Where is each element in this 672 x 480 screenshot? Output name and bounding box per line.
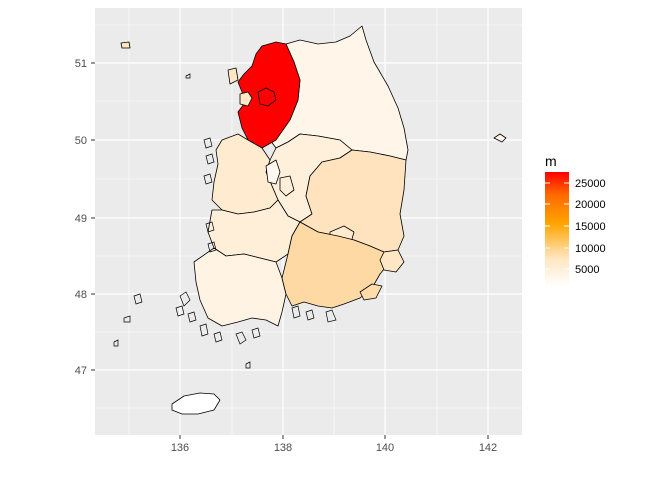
- island-ulleung: [493, 133, 507, 143]
- region-incheon-islands: [227, 67, 239, 85]
- x-tick-label-142: 142: [479, 442, 497, 454]
- axis-ticks: [91, 62, 489, 439]
- y-tick-label-51: 51: [75, 58, 87, 70]
- region-daejeon: [279, 175, 295, 197]
- legend-label-10000: 10000: [575, 243, 606, 255]
- island-cluster-far-west: [113, 73, 251, 369]
- region-ulsan: [379, 249, 405, 273]
- island-jeju: [171, 392, 221, 415]
- island-northwest: [120, 41, 131, 49]
- legend-label-25000: 25000: [575, 178, 606, 190]
- legend-label-20000: 20000: [575, 199, 606, 211]
- legend-title: m: [545, 153, 557, 169]
- y-tick-labels: 51 50 49 48 47: [75, 58, 87, 377]
- y-tick-label-47: 47: [75, 365, 87, 377]
- island-cluster-south-1: [175, 291, 223, 343]
- legend-label-15000: 15000: [575, 221, 606, 233]
- y-tick-label-49: 49: [75, 213, 87, 225]
- y-tick-label-48: 48: [75, 289, 87, 301]
- y-tick-label-50: 50: [75, 135, 87, 147]
- island-cluster-south-2: [235, 305, 337, 345]
- legend: m 25000 20000 15000 10000 5000: [545, 153, 606, 287]
- x-tick-label-140: 140: [376, 442, 394, 454]
- x-tick-label-136: 136: [171, 442, 189, 454]
- x-tick-labels: 136 138 140 142: [171, 442, 497, 454]
- legend-colorbar: [545, 172, 569, 287]
- region-busan: [359, 283, 383, 301]
- region-seoul: [257, 87, 277, 107]
- region-gyeongnam: [281, 221, 391, 309]
- region-jeonnam: [193, 247, 287, 327]
- x-tick-label-138: 138: [274, 442, 292, 454]
- legend-label-5000: 5000: [575, 264, 599, 276]
- region-sejong: [265, 159, 281, 185]
- region-incheon: [239, 91, 253, 107]
- regions: [193, 25, 409, 327]
- legend-ticks: [545, 182, 569, 270]
- island-cluster-west: [203, 137, 217, 253]
- islands: [113, 41, 507, 415]
